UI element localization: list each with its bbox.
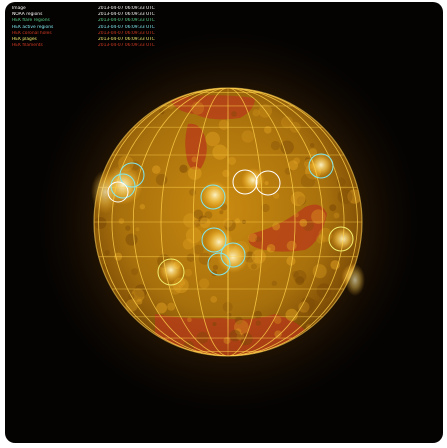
legend-label: HEK coronal holes — [12, 30, 52, 36]
legend-row: Image 2013-04-07 06:09:33 UTC — [12, 6, 172, 12]
legend-row: HEK plages 2013-04-07 06:09:33 UTC — [12, 37, 172, 43]
noaa-region-marker — [232, 169, 258, 195]
active-region-marker — [220, 242, 246, 268]
active-region-marker — [308, 153, 334, 179]
longitude-line — [132, 88, 324, 356]
plage-marker — [328, 226, 354, 252]
active-region-marker — [207, 252, 231, 276]
sun-image — [38, 32, 418, 412]
legend-label: HEK flare regions — [12, 18, 50, 24]
legend-timestamp: 2013-04-07 06:09:33 UTC — [98, 43, 155, 49]
legend-label: NOAA regions — [12, 12, 43, 18]
longitude-line — [160, 88, 296, 356]
legend-row: HEK filaments 2013-04-07 06:09:33 UTC — [12, 43, 172, 49]
active-region-marker — [201, 227, 227, 253]
legend-timestamp: 2013-04-07 06:09:33 UTC — [98, 36, 155, 42]
noaa-region-marker — [107, 181, 129, 203]
legend-label: HEK active regions — [12, 24, 54, 30]
active-region-marker — [110, 173, 136, 199]
legend-timestamp: 2013-04-07 06:09:33 UTC — [98, 12, 155, 18]
longitude-line — [111, 88, 345, 356]
coronal-hole — [248, 204, 327, 252]
longitude-line — [192, 88, 264, 356]
plage-marker — [157, 258, 185, 286]
noaa-region-marker — [255, 170, 281, 196]
feature-legend: Image 2013-04-07 06:09:33 UTC NOAA regions… — [12, 6, 172, 49]
active-region-marker — [200, 184, 226, 210]
legend-label: HEK plages — [12, 36, 37, 42]
legend-timestamp: 2013-04-07 06:09:33 UTC — [98, 6, 155, 11]
legend-row: NOAA regions 2013-04-07 06:09:33 UTC — [12, 12, 172, 18]
legend-timestamp: 2013-04-07 06:09:33 UTC — [98, 30, 155, 36]
legend-row: HEK active regions 2013-04-07 06:09:33 UT… — [12, 25, 172, 31]
legend-label: Image — [12, 6, 26, 11]
legend-label: HEK filaments — [12, 43, 43, 49]
legend-row: HEK flare regions 2013-04-07 06:09:33 UTC — [12, 18, 172, 24]
legend-row: HEK coronal holes 2013-04-07 06:09:33 UTC — [12, 31, 172, 37]
longitude-line — [227, 88, 229, 356]
solar-image-viewer[interactable]: Image 2013-04-07 06:09:33 UTC NOAA regions… — [5, 2, 443, 443]
longitude-line — [98, 88, 358, 356]
active-region-marker — [119, 162, 145, 188]
feature-markers — [107, 153, 354, 286]
heliographic-grid — [94, 88, 362, 356]
coronal-hole — [170, 95, 255, 120]
solar-limb — [93, 87, 363, 357]
legend-timestamp: 2013-04-07 06:09:33 UTC — [98, 24, 155, 30]
legend-timestamp: 2013-04-07 06:09:33 UTC — [98, 18, 155, 24]
